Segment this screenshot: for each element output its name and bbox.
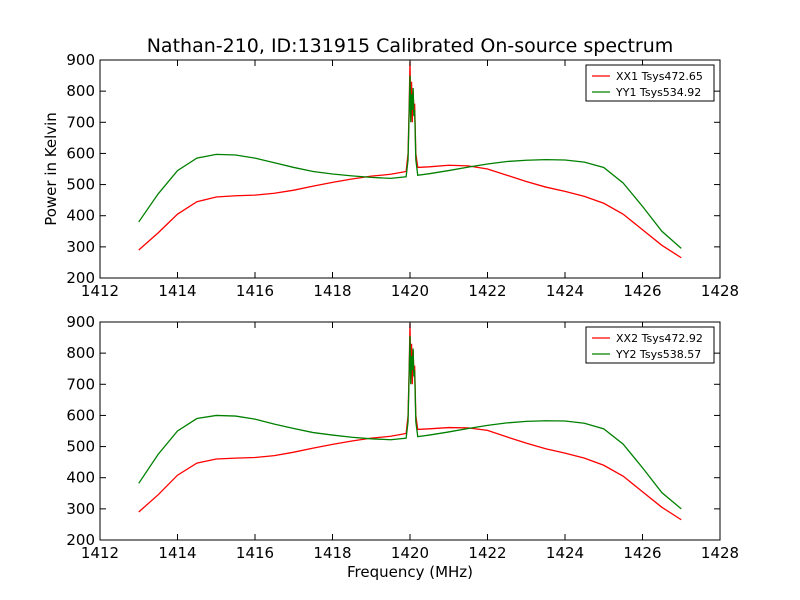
y-tick-label: 300 [66, 500, 95, 518]
x-tick-label: 1428 [701, 544, 739, 562]
panel-2: 1412 1414 1416 1418 1420 1422 1424 1426 1428 200 3… [66, 313, 739, 562]
x-tick-label: 1422 [468, 282, 506, 300]
series-line-2-2 [138, 335, 682, 510]
legend-label: YY1 Tsys534.92 [615, 86, 701, 99]
legend-box [585, 64, 715, 102]
y-tick-label: 900 [66, 51, 95, 69]
x-tick-label: 1424 [546, 282, 584, 300]
y-tick-label: 700 [66, 113, 95, 131]
legend: XX1 Tsys472.65 YY1 Tsys534.92 [585, 64, 715, 102]
y-tick-label: 300 [66, 238, 95, 256]
x-tick-label: 1422 [468, 544, 506, 562]
x-tick-label: 1412 [81, 282, 119, 300]
y-tick-label: 700 [66, 375, 95, 393]
x-tick-label: 1426 [623, 544, 661, 562]
legend-label: XX2 Tsys472.92 [616, 332, 703, 345]
x-tick-label: 1418 [313, 282, 351, 300]
x-tick-label: 1412 [81, 544, 119, 562]
legend-box [585, 326, 715, 364]
plot-panels: 1412 1414 1416 1418 1420 1422 1424 1426 1428 200 3… [66, 51, 739, 562]
x-tick-label: 1414 [158, 544, 196, 562]
x-tick-label: 1416 [236, 544, 274, 562]
y-tick-label: 200 [66, 531, 95, 549]
x-tick-label: 1416 [236, 282, 274, 300]
y-tick-label: 500 [66, 176, 95, 194]
x-tick-label: 1418 [313, 544, 351, 562]
x-tick-label: 1426 [623, 282, 661, 300]
x-tick-label: 1428 [701, 282, 739, 300]
x-tick-label: 1414 [158, 282, 196, 300]
x-axis-label: Frequency (MHz) [347, 563, 473, 581]
y-tick-label: 800 [66, 82, 95, 100]
series-line-1-2 [138, 75, 682, 249]
y-tick-label: 800 [66, 344, 95, 362]
y-tick-label: 900 [66, 313, 95, 331]
y-axis-label: Power in Kelvin [42, 112, 60, 226]
y-tick-label: 400 [66, 207, 95, 225]
legend-label: XX1 Tsys472.65 [616, 70, 703, 83]
y-tick-label: 600 [66, 406, 95, 424]
y-tick-label: 500 [66, 438, 95, 456]
legend-label: YY2 Tsys538.57 [615, 348, 701, 361]
y-tick-label: 200 [66, 269, 95, 287]
y-tick-label: 400 [66, 469, 95, 487]
panel-1: 1412 1414 1416 1418 1420 1422 1424 1426 1428 200 3… [66, 51, 739, 300]
x-tick-label: 1420 [391, 282, 429, 300]
legend: XX2 Tsys472.92 YY2 Tsys538.57 [585, 326, 715, 364]
y-tick-label: 600 [66, 144, 95, 162]
x-tick-label: 1420 [391, 544, 429, 562]
x-tick-label: 1424 [546, 544, 584, 562]
chart-title: Nathan-210, ID:131915 Calibrated On-sour… [147, 35, 674, 57]
